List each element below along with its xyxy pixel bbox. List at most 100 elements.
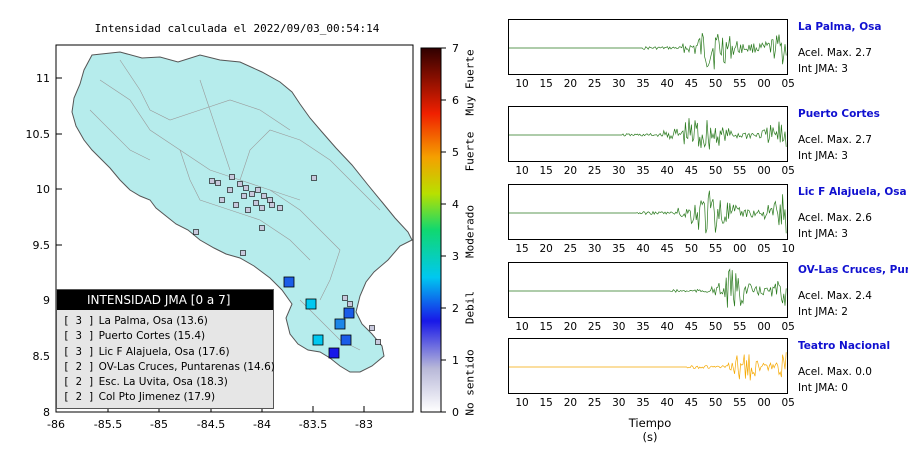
time-tick-label: 45 xyxy=(684,321,699,333)
time-tick-label: 50 xyxy=(708,165,723,177)
scale-category-label: Muy Fuerte xyxy=(463,49,477,116)
station-info: La Palma, Osa Acel. Max. 2.7 Int JMA: 3 xyxy=(798,21,908,75)
legend-item-station: OV-Las Cruces, Puntarenas (14.6) xyxy=(98,360,275,373)
time-tick-label: 20 xyxy=(563,397,578,409)
seismogram-line xyxy=(509,268,787,308)
time-tick-label: 05 xyxy=(781,78,795,90)
time-tick-label: 40 xyxy=(660,78,674,90)
station-marker-small xyxy=(215,180,221,186)
station-marker-small xyxy=(269,202,275,208)
station-info: Lic F Alajuela, Osa Acel. Max. 2.6 Int JMA… xyxy=(798,186,908,240)
waveform-trace xyxy=(509,118,787,150)
station-marker-intensity xyxy=(343,307,355,319)
time-tick-label: 55 xyxy=(733,165,747,177)
scale-tick-label: 1 xyxy=(452,354,459,367)
time-tick-label: 00 xyxy=(757,321,771,333)
waveform-trace xyxy=(509,33,787,70)
waveform-panel xyxy=(508,262,788,318)
legend-item-level: [ 3 ] xyxy=(63,345,95,358)
station-name: La Palma, Osa xyxy=(798,21,882,33)
scale-tick-label: 3 xyxy=(452,250,459,263)
time-tick-label: 10 xyxy=(515,397,529,409)
station-marker-intensity xyxy=(305,298,317,310)
time-tick-label: 45 xyxy=(660,243,674,255)
legend-item-station: La Palma, Osa (13.6) xyxy=(98,315,208,327)
station-marker-small xyxy=(261,193,267,199)
time-tick-label: 10 xyxy=(515,78,529,90)
station-info: Teatro Nacional Acel. Max. 0.0 Int JMA: 0 xyxy=(798,340,908,394)
station-marker-intensity xyxy=(340,334,352,346)
time-tick-label: 25 xyxy=(563,243,578,255)
station-marker-small xyxy=(229,174,235,180)
time-tick-label: 20 xyxy=(563,165,578,177)
lat-tick-label: 10 xyxy=(36,183,50,196)
seismogram-line xyxy=(509,33,787,70)
time-tick-label: 50 xyxy=(684,243,699,255)
station-marker-small xyxy=(241,193,247,199)
station-name: Lic F Alajuela, Osa xyxy=(798,186,907,198)
station-marker-intensity xyxy=(283,276,295,288)
scale-tick-label: 2 xyxy=(452,302,459,315)
time-axis-ticks: 10 15 20 25 30 35 40 45 50 55 00 05 xyxy=(508,165,795,179)
time-tick-label: 40 xyxy=(636,243,650,255)
lat-tick-label: 9 xyxy=(43,294,50,307)
station-marker-small xyxy=(233,202,239,208)
legend-item: [ 3 ] Puerto Cortes (15.4) xyxy=(63,329,273,344)
time-tick-label: 55 xyxy=(733,397,747,409)
legend-item: [ 2 ] OV-Las Cruces, Puntarenas (14.6) xyxy=(63,360,275,375)
station-marker-small xyxy=(237,181,243,187)
scale-category-label: No sentido xyxy=(463,349,477,416)
station-marker-intensity xyxy=(328,347,340,359)
legend-item-level: [ 3 ] xyxy=(63,330,95,343)
seismogram-line xyxy=(509,118,787,150)
station-marker-small xyxy=(259,205,265,211)
station-name: Teatro Nacional xyxy=(798,340,891,352)
time-tick-label: 30 xyxy=(587,243,602,255)
station-marker-small xyxy=(253,200,259,206)
lon-tick-label: -85 xyxy=(150,418,168,431)
jma-intensity: Int JMA: 2 xyxy=(798,306,848,318)
time-tick-label: 45 xyxy=(684,78,699,90)
waveform-panel xyxy=(508,184,788,240)
station-marker-small xyxy=(227,187,233,193)
seismogram-line xyxy=(509,190,787,234)
scale-tick-label: 0 xyxy=(452,406,459,419)
time-tick-label: 20 xyxy=(539,243,553,255)
time-tick-label: 30 xyxy=(612,165,626,177)
time-tick-label: 50 xyxy=(708,397,723,409)
time-tick-label: 10 xyxy=(515,321,529,333)
legend-item-station: Esc. La Uvita, Osa (18.3) xyxy=(98,376,228,389)
time-tick-label: 55 xyxy=(708,243,723,255)
scale-category-label: Fuerte xyxy=(463,131,477,172)
station-info: Puerto Cortes Acel. Max. 2.7 Int JMA: 3 xyxy=(798,108,908,162)
station-marker-small xyxy=(375,339,381,345)
time-axis-ticks: 10 15 20 25 30 35 40 45 50 55 00 05 xyxy=(508,78,795,92)
time-tick-label: 40 xyxy=(660,321,674,333)
station-markers xyxy=(193,174,381,359)
time-tick-label: 00 xyxy=(757,78,771,90)
time-tick-label: 30 xyxy=(612,321,626,333)
scale-bar xyxy=(420,47,442,413)
station-name: Puerto Cortes xyxy=(798,108,880,120)
time-axis-ticks: 10 15 20 25 30 35 40 45 50 55 00 05 xyxy=(508,321,795,335)
map-title: Intensidad calculada el 2022/09/03_00:54… xyxy=(94,22,380,35)
station-marker-small xyxy=(342,295,348,301)
time-tick-label: 00 xyxy=(733,243,747,255)
x-axis-label: Tiempo (s) xyxy=(628,416,672,444)
station-marker-small xyxy=(209,178,215,184)
lat-tick-label: 11 xyxy=(36,72,50,85)
intensity-legend: INTENSIDAD JMA [0 a 7] [ 3 ] La Palma, Os… xyxy=(56,289,275,409)
legend-item-level: [ 2 ] xyxy=(63,360,95,373)
lon-tick-label: -83 xyxy=(355,418,373,431)
scale-category-label: Debil xyxy=(463,290,477,325)
station-marker-small xyxy=(193,229,199,235)
scale-tick-label: 6 xyxy=(452,94,459,107)
waveform-panel xyxy=(508,19,788,75)
legend-item-station: Col Pto Jimenez (17.9) xyxy=(98,391,216,404)
time-tick-label: 15 xyxy=(539,165,553,177)
station-marker-small xyxy=(219,197,225,203)
scale-tick-label: 7 xyxy=(452,42,459,55)
max-acceleration: Acel. Max. 2.7 xyxy=(798,47,872,59)
time-tick-label: 25 xyxy=(587,397,602,409)
